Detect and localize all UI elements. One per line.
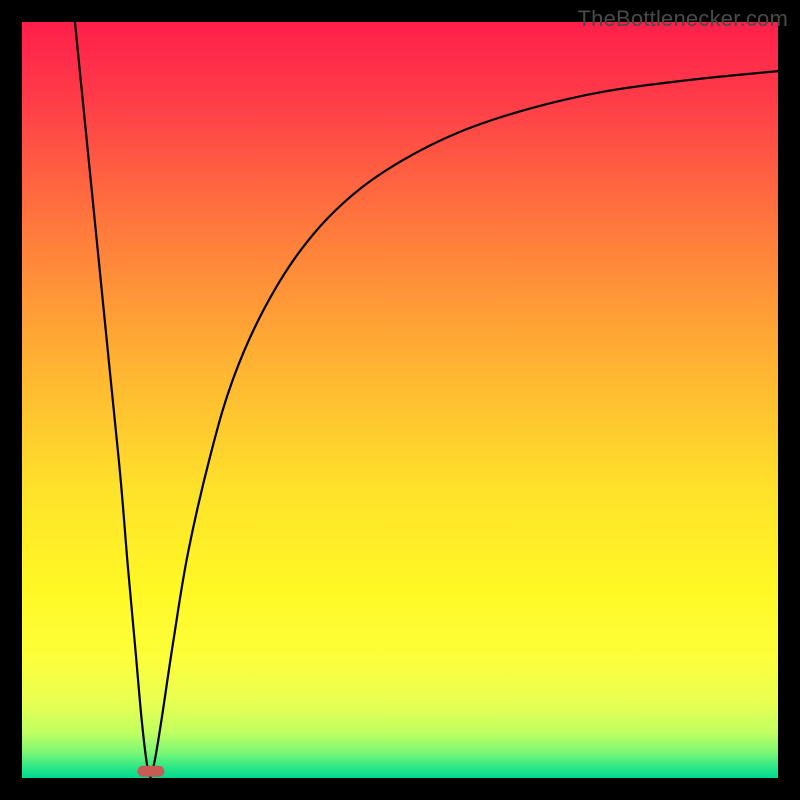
curve-right-branch	[151, 71, 778, 778]
watermark-text: TheBottlenecker.com	[578, 6, 788, 32]
plot-area	[22, 22, 778, 778]
min-point-marker	[137, 766, 164, 777]
curve-left-branch	[75, 22, 151, 778]
chart-svg	[22, 22, 778, 778]
